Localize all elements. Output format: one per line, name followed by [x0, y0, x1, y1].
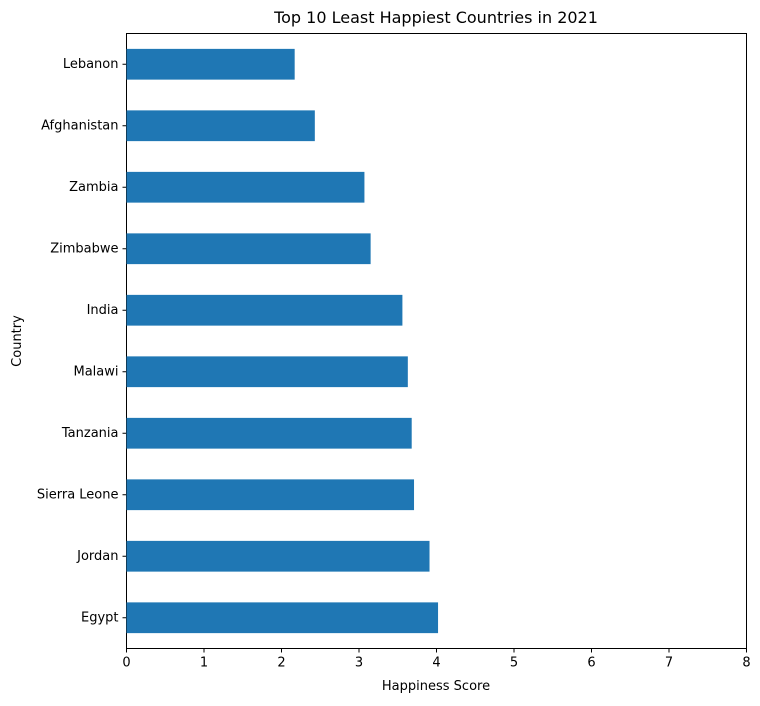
- y-axis: Lebanon Afghanistan Zambia Zimbabwe India Mal…: [37, 57, 127, 625]
- x-axis: 0 1 2 3 4 5 6 7 8: [122, 648, 751, 671]
- y-tick-label: Tanzania: [61, 426, 119, 441]
- bar-lebanon: [126, 48, 295, 80]
- x-tick-label: 2: [277, 656, 285, 671]
- bar-zimbabwe: [126, 233, 371, 265]
- bar-zambia: [126, 171, 365, 203]
- x-tick-label: 8: [742, 656, 750, 671]
- y-tick-label: Zimbabwe: [50, 241, 118, 256]
- y-tick-label: Malawi: [73, 364, 118, 379]
- x-tick-label: 3: [355, 656, 363, 671]
- y-axis-label: Country: [10, 315, 25, 367]
- y-tick-label: Lebanon: [63, 57, 119, 72]
- bar-jordan: [126, 540, 430, 572]
- y-tick-label: Egypt: [81, 610, 119, 625]
- bar-malawi: [126, 356, 408, 388]
- x-tick-label: 7: [665, 656, 673, 671]
- bar-sierra-leone: [126, 479, 415, 511]
- chart-title: Top 10 Least Happiest Countries in 2021: [273, 8, 598, 27]
- y-tick-label: Zambia: [69, 180, 118, 195]
- x-tick-label: 0: [122, 656, 130, 671]
- bars-group: [126, 48, 439, 634]
- x-tick-label: 6: [587, 656, 595, 671]
- x-tick-label: 1: [200, 656, 208, 671]
- y-tick-label: Afghanistan: [41, 118, 118, 133]
- x-tick-label: 4: [432, 656, 440, 671]
- bar-tanzania: [126, 417, 412, 449]
- bar-india: [126, 294, 403, 326]
- x-axis-label: Happiness Score: [382, 679, 490, 694]
- x-tick-label: 5: [510, 656, 518, 671]
- y-tick-label: Jordan: [76, 549, 118, 564]
- bar-egypt: [126, 602, 439, 634]
- bar-afghanistan: [126, 110, 315, 142]
- y-tick-label: Sierra Leone: [37, 487, 119, 502]
- y-tick-label: India: [87, 303, 119, 318]
